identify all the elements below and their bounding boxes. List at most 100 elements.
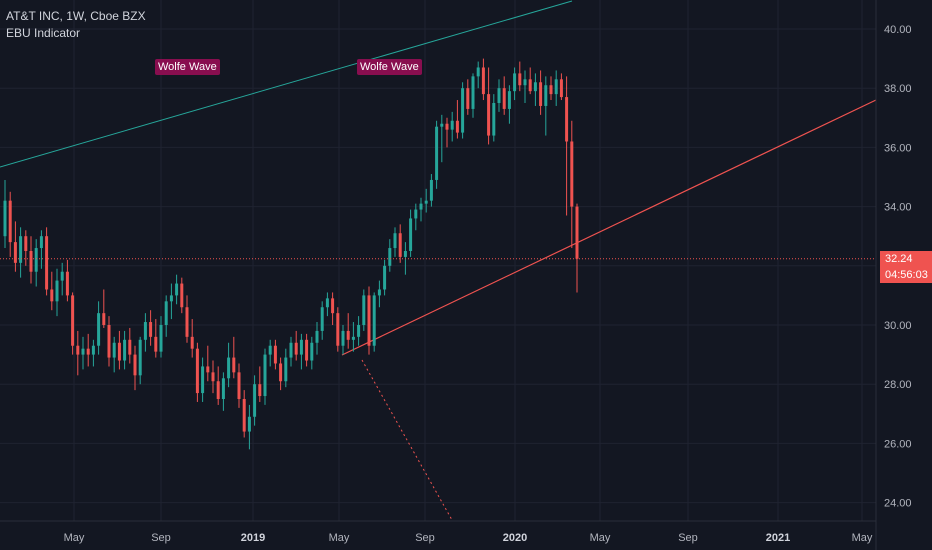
candle [523, 70, 527, 103]
candle [299, 333, 303, 370]
candle [221, 372, 225, 411]
candle [159, 316, 163, 358]
red-dotted-projection-line[interactable] [361, 359, 453, 521]
candle [289, 336, 293, 367]
candle-body [362, 295, 366, 325]
candle-body [414, 209, 418, 219]
candle [143, 313, 147, 352]
candle-body [466, 88, 470, 109]
candle [55, 268, 59, 317]
x-tick-label: Sep [678, 532, 698, 544]
x-tick-label: 2019 [241, 532, 265, 544]
candle-body [445, 123, 449, 130]
candle [34, 239, 38, 287]
indicator-name[interactable]: EBU Indicator [6, 26, 81, 40]
candle-body [206, 366, 210, 373]
candle-body [55, 280, 59, 302]
candle [419, 197, 423, 222]
candle-body [128, 339, 132, 355]
candle-body [383, 265, 387, 290]
candle-body [81, 348, 85, 355]
wolfe-wave-label[interactable]: Wolfe Wave [357, 59, 422, 75]
candle [398, 224, 402, 263]
candle-body [492, 103, 496, 136]
candle [164, 295, 168, 337]
x-tick-label: May [64, 532, 85, 544]
symbol-title[interactable]: AT&T INC, 1W, Cboe BZX [6, 9, 146, 23]
candle [481, 58, 485, 101]
candle [377, 280, 381, 308]
candle-body [242, 399, 246, 432]
trend-lines [0, 0, 877, 521]
candle [185, 295, 189, 343]
candle-body [533, 82, 537, 92]
candle [71, 292, 75, 355]
red-target-line[interactable] [341, 99, 877, 356]
last-price-tag: 32.24 [880, 250, 932, 267]
wolfe-wave-label[interactable]: Wolfe Wave [155, 59, 220, 75]
candle [487, 67, 491, 145]
candle [268, 339, 272, 367]
candle [149, 310, 153, 346]
candle-body [117, 342, 121, 361]
candle-body [325, 298, 329, 308]
candle [242, 390, 246, 438]
candle-body [263, 354, 267, 397]
time-axis[interactable]: May Sep 2019 May Sep 2020 May Sep 2021 May [64, 532, 873, 544]
candle [565, 76, 569, 216]
green-channel-line[interactable] [0, 0, 573, 168]
candle-body [107, 325, 111, 358]
candle-body [367, 295, 371, 346]
candle [81, 336, 85, 370]
candle-body [305, 339, 309, 361]
candle-body [86, 348, 90, 355]
candle-body [112, 342, 116, 358]
candle-body [544, 85, 548, 106]
candle [237, 363, 241, 408]
candle [362, 289, 366, 331]
candle-body [149, 322, 153, 337]
candle-body [50, 289, 54, 302]
candle-body [190, 336, 194, 349]
candle-body [232, 357, 236, 373]
candle [91, 339, 95, 367]
y-tick-label: 34.00 [884, 202, 912, 214]
candle [310, 336, 314, 370]
candle-body [289, 342, 293, 358]
candle [575, 203, 579, 293]
candle-body [195, 348, 199, 394]
candle [29, 236, 33, 284]
candle [273, 339, 277, 370]
candle-body [518, 73, 522, 86]
x-tick-label: 2021 [766, 532, 790, 544]
candle-body [523, 79, 527, 86]
candle [570, 120, 574, 249]
y-tick-label: 38.00 [884, 83, 912, 95]
candle-body [237, 372, 241, 399]
candle-body [39, 236, 43, 249]
candle-body [24, 236, 28, 251]
candle-body [71, 295, 75, 346]
candle-body [227, 357, 231, 379]
candle-body [471, 76, 475, 109]
candle-body [403, 251, 407, 257]
candle [211, 360, 215, 394]
candle [320, 301, 324, 340]
candle [279, 357, 283, 391]
candle-body [34, 248, 38, 272]
candle [476, 61, 480, 89]
candle-body [102, 313, 106, 325]
y-tick-label: 40.00 [884, 24, 912, 36]
candle [45, 227, 49, 296]
candle [429, 174, 433, 207]
candle-body [377, 289, 381, 296]
candle-body [13, 242, 17, 263]
candle-body [310, 342, 314, 361]
candle-body [185, 307, 189, 337]
candle [455, 100, 459, 139]
candle-body [258, 384, 262, 397]
candle [253, 375, 257, 426]
candle [559, 73, 563, 101]
candle-body [481, 67, 485, 95]
